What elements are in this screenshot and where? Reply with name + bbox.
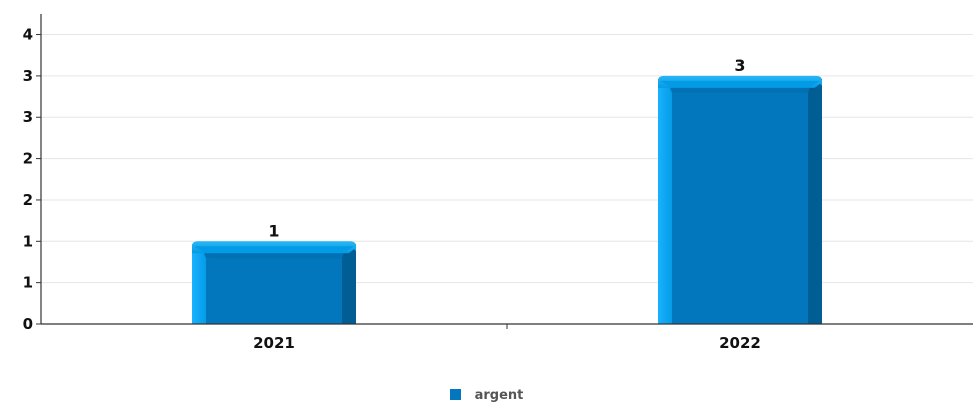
x-tick-label: 2021: [253, 334, 295, 352]
y-tick-label: 2: [23, 150, 33, 168]
bar-side: [808, 83, 822, 324]
y-tick-label: 3: [23, 108, 33, 126]
y-tick-label: 1: [23, 274, 33, 292]
bar-side: [342, 249, 356, 324]
data-label: 1: [268, 221, 279, 240]
bar-face-top: [204, 253, 344, 259]
bar-face: [672, 92, 808, 324]
bar-2022: [658, 75, 822, 324]
labels: 0 1 1 2 2 3 3 4 1 2021 3 2022: [23, 26, 761, 352]
bar-2021: [192, 241, 356, 324]
bar-face-top: [670, 87, 810, 93]
x-tick-label: 2022: [719, 334, 761, 352]
y-tick-label: 3: [23, 67, 33, 85]
bar-bevel: [660, 80, 820, 88]
y-tick-label: 0: [23, 315, 33, 333]
legend: argent: [0, 388, 973, 403]
data-label: 3: [734, 56, 745, 75]
y-tick-label: 1: [23, 232, 33, 250]
axes: [36, 14, 973, 329]
legend-label: argent: [474, 388, 524, 403]
bars: [192, 75, 822, 324]
y-tick-label: 4: [23, 26, 33, 44]
gridlines: [41, 34, 973, 284]
bar-bevel: [194, 246, 354, 254]
bar-face: [206, 258, 342, 324]
y-tick-label: 2: [23, 191, 33, 209]
legend-swatch: [449, 389, 461, 400]
